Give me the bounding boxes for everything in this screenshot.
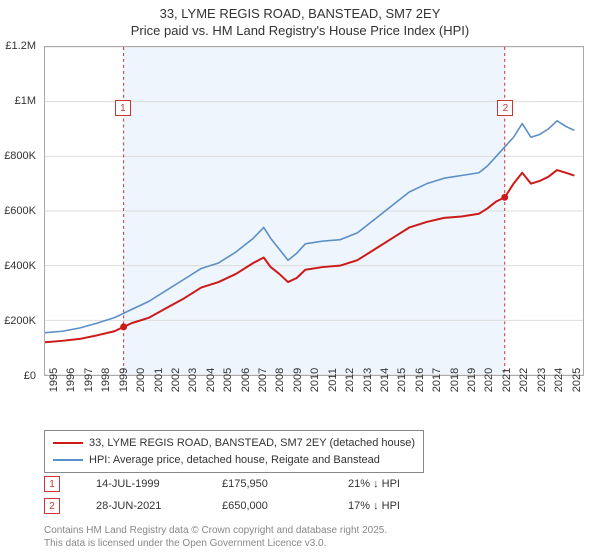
y-tick-label: £1M bbox=[15, 95, 36, 107]
event-marker: 2 bbox=[497, 100, 513, 116]
x-tick-label: 2014 bbox=[379, 368, 391, 392]
x-tick-label: 2025 bbox=[571, 368, 583, 392]
legend-label: HPI: Average price, detached house, Reig… bbox=[89, 452, 380, 469]
sales-table: 1 14-JUL-1999 £175,950 21% ↓ HPI 2 28-JUN-202… bbox=[44, 476, 438, 520]
x-tick-label: 2024 bbox=[553, 368, 565, 392]
legend-swatch bbox=[53, 442, 83, 444]
sale-price: £175,950 bbox=[222, 478, 312, 490]
legend-item: HPI: Average price, detached house, Reig… bbox=[53, 452, 415, 469]
x-tick-label: 2017 bbox=[431, 368, 443, 392]
x-tick-label: 2000 bbox=[135, 368, 147, 392]
sale-date: 14-JUL-1999 bbox=[96, 478, 186, 490]
x-tick-label: 2009 bbox=[292, 368, 304, 392]
sale-diff: 21% ↓ HPI bbox=[348, 478, 438, 490]
x-tick-label: 2007 bbox=[257, 368, 269, 392]
y-tick-label: £200K bbox=[4, 315, 36, 327]
sale-marker: 1 bbox=[44, 476, 60, 492]
sale-diff: 17% ↓ HPI bbox=[348, 500, 438, 512]
x-tick-label: 2019 bbox=[466, 368, 478, 392]
x-tick-label: 2013 bbox=[362, 368, 374, 392]
x-tick-label: 1995 bbox=[48, 368, 60, 392]
title-block: 33, LYME REGIS ROAD, BANSTEAD, SM7 2EY P… bbox=[0, 0, 600, 40]
x-tick-label: 1998 bbox=[100, 368, 112, 392]
x-tick-label: 2001 bbox=[153, 368, 165, 392]
x-tick-label: 2006 bbox=[240, 368, 252, 392]
x-tick-label: 2018 bbox=[449, 368, 461, 392]
copyright-line-2: This data is licensed under the Open Gov… bbox=[44, 537, 387, 550]
x-tick-label: 2002 bbox=[170, 368, 182, 392]
x-tick-label: 2004 bbox=[205, 368, 217, 392]
sale-date: 28-JUN-2021 bbox=[96, 500, 186, 512]
x-tick-label: 1996 bbox=[65, 368, 77, 392]
event-marker: 1 bbox=[115, 100, 131, 116]
copyright: Contains HM Land Registry data © Crown c… bbox=[44, 524, 387, 550]
x-tick-label: 2005 bbox=[222, 368, 234, 392]
copyright-line-1: Contains HM Land Registry data © Crown c… bbox=[44, 524, 387, 537]
y-tick-label: £800K bbox=[4, 150, 36, 162]
sale-row: 2 28-JUN-2021 £650,000 17% ↓ HPI bbox=[44, 498, 438, 514]
sale-price: £650,000 bbox=[222, 500, 312, 512]
y-tick-label: £1.2M bbox=[5, 40, 36, 52]
y-tick-label: £0 bbox=[24, 370, 36, 382]
legend-item: 33, LYME REGIS ROAD, BANSTEAD, SM7 2EY (… bbox=[53, 435, 415, 452]
legend-label: 33, LYME REGIS ROAD, BANSTEAD, SM7 2EY (… bbox=[89, 435, 415, 452]
x-tick-label: 2012 bbox=[344, 368, 356, 392]
sale-row: 1 14-JUL-1999 £175,950 21% ↓ HPI bbox=[44, 476, 438, 492]
x-tick-label: 1999 bbox=[118, 368, 130, 392]
x-tick-label: 2011 bbox=[327, 368, 339, 392]
title-line-1: 33, LYME REGIS ROAD, BANSTEAD, SM7 2EY bbox=[0, 6, 600, 23]
x-tick-label: 2003 bbox=[187, 368, 199, 392]
title-line-2: Price paid vs. HM Land Registry's House … bbox=[0, 23, 600, 40]
x-tick-label: 2023 bbox=[536, 368, 548, 392]
x-tick-label: 2022 bbox=[518, 368, 530, 392]
chart-container: 33, LYME REGIS ROAD, BANSTEAD, SM7 2EY P… bbox=[0, 0, 600, 560]
x-tick-label: 2016 bbox=[414, 368, 426, 392]
y-tick-label: £600K bbox=[4, 205, 36, 217]
x-tick-label: 2020 bbox=[483, 368, 495, 392]
legend-swatch bbox=[53, 459, 83, 461]
plot-svg bbox=[44, 46, 584, 376]
x-tick-label: 2008 bbox=[274, 368, 286, 392]
chart-area: £0£200K£400K£600K£800K£1M£1.2M 199519961… bbox=[44, 46, 584, 376]
x-tick-label: 2010 bbox=[309, 368, 321, 392]
x-tick-label: 2015 bbox=[396, 368, 408, 392]
x-tick-label: 1997 bbox=[83, 368, 95, 392]
y-tick-label: £400K bbox=[4, 260, 36, 272]
sale-marker: 2 bbox=[44, 498, 60, 514]
x-tick-label: 2021 bbox=[501, 368, 513, 392]
legend: 33, LYME REGIS ROAD, BANSTEAD, SM7 2EY (… bbox=[44, 430, 424, 473]
